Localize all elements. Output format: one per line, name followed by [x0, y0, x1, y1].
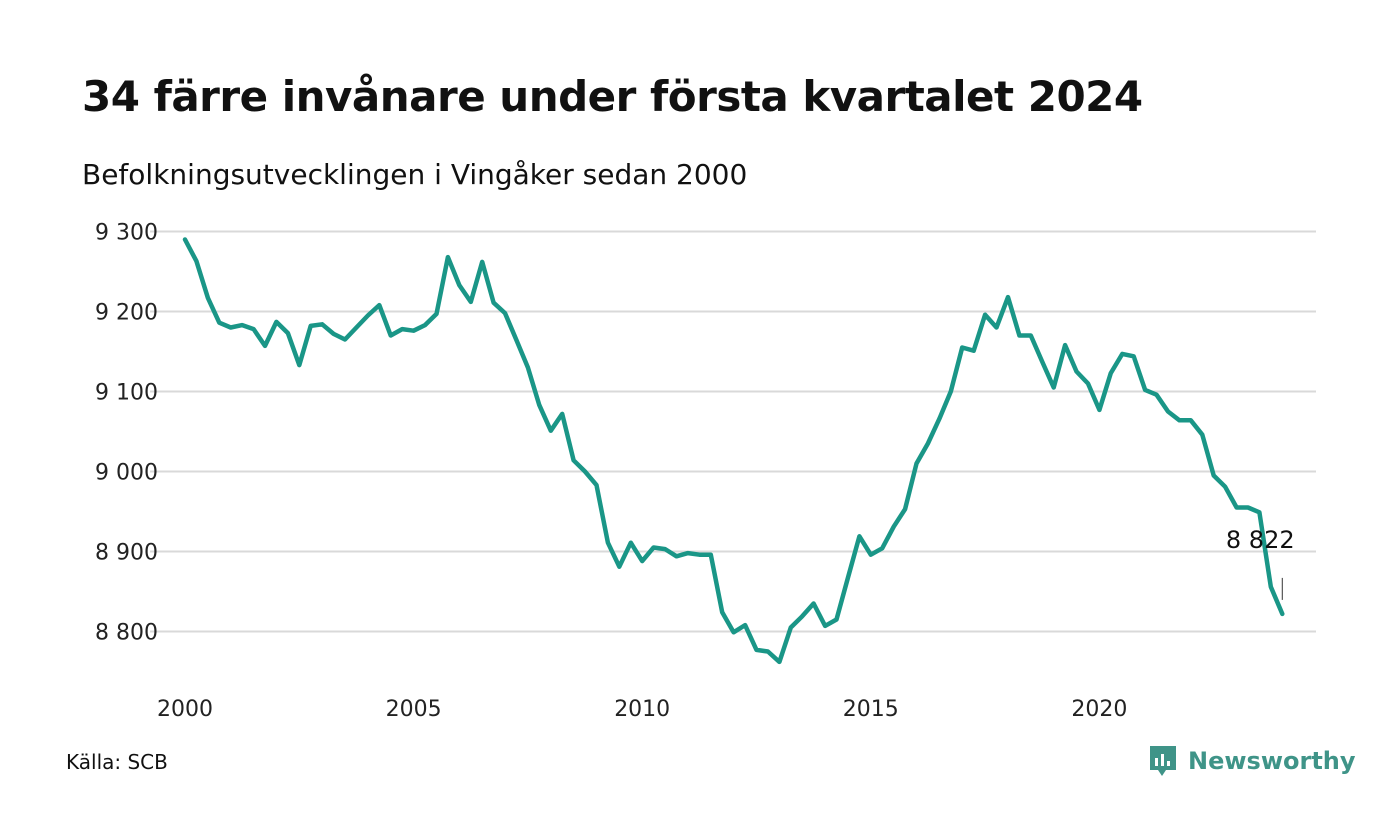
- source-note: Källa: SCB: [66, 750, 168, 774]
- chart-title: 34 färre invånare under första kvartalet…: [82, 72, 1143, 121]
- newsworthy-logo-icon: [1150, 746, 1176, 776]
- x-tick-label: 2015: [843, 697, 899, 722]
- series-lines: [182, 237, 1285, 665]
- x-tick-label: 2010: [614, 697, 670, 722]
- end-value-label: 8 822: [1226, 526, 1295, 554]
- end-annotation: 8 822: [1226, 526, 1295, 600]
- y-tick-label: 9 000: [95, 461, 158, 486]
- x-tick-label: 2000: [157, 697, 213, 722]
- x-tick-label: 2020: [1071, 697, 1127, 722]
- population-line: [182, 237, 1285, 665]
- y-axis: 8 800 8 900 9 000 9 100 9 200 9 300: [95, 221, 158, 646]
- grid-lines: [150, 230, 1316, 633]
- y-tick-label: 8 900: [95, 541, 158, 566]
- brand-logo[interactable]: Newsworthy: [1148, 744, 1356, 778]
- brand-name: Newsworthy: [1188, 747, 1356, 775]
- chart-subtitle: Befolkningsutvecklingen i Vingåker sedan…: [82, 158, 748, 191]
- y-tick-label: 9 300: [95, 221, 158, 246]
- y-tick-label: 9 200: [95, 301, 158, 326]
- x-axis: 2000 2005 2010 2015 2020: [157, 697, 1127, 722]
- x-tick-label: 2005: [386, 697, 442, 722]
- y-tick-label: 9 100: [95, 381, 158, 406]
- y-tick-label: 8 800: [95, 621, 158, 646]
